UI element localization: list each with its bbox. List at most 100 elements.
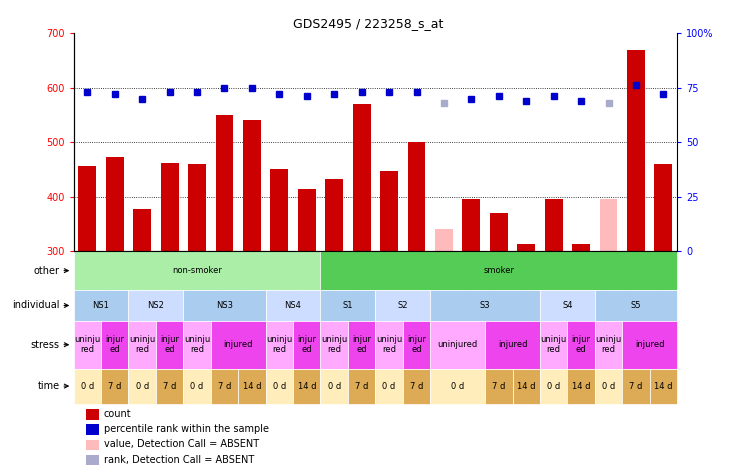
Bar	[85, 455, 99, 466]
Bar	[266, 369, 293, 403]
Text: NS3: NS3	[216, 301, 233, 310]
Text: 0 d: 0 d	[191, 382, 204, 391]
Text: injur
ed: injur ed	[352, 335, 371, 355]
Bar	[595, 321, 622, 369]
Bar	[74, 251, 320, 290]
Bar	[622, 321, 677, 369]
Bar	[517, 245, 535, 251]
Text: 14 d: 14 d	[297, 382, 316, 391]
Bar	[622, 369, 650, 403]
Bar	[595, 290, 677, 321]
Text: S5: S5	[631, 301, 641, 310]
Bar	[101, 369, 129, 403]
Bar	[431, 321, 485, 369]
Bar	[320, 369, 348, 403]
Bar	[320, 321, 348, 369]
Text: 0 d: 0 d	[547, 382, 560, 391]
Text: 7 d: 7 d	[410, 382, 423, 391]
Bar	[431, 369, 485, 403]
Text: 14 d: 14 d	[243, 382, 261, 391]
Text: S3: S3	[480, 301, 490, 310]
Bar	[79, 165, 96, 251]
Bar	[403, 321, 431, 369]
Text: NS1: NS1	[93, 301, 110, 310]
Bar	[540, 290, 595, 321]
Text: uninju
red: uninju red	[540, 335, 567, 355]
Bar	[293, 321, 320, 369]
Bar	[572, 245, 590, 251]
Text: uninju
red: uninju red	[74, 335, 100, 355]
Text: injured: injured	[635, 340, 665, 349]
Bar	[540, 369, 567, 403]
Bar	[129, 321, 156, 369]
Bar	[74, 321, 101, 369]
Text: NS2: NS2	[147, 301, 164, 310]
Text: 0 d: 0 d	[328, 382, 341, 391]
Text: uninju
red: uninju red	[376, 335, 402, 355]
Bar	[129, 290, 183, 321]
Bar	[266, 290, 320, 321]
Text: other: other	[34, 265, 60, 276]
Bar	[408, 142, 425, 251]
Bar	[403, 369, 431, 403]
Bar	[106, 157, 124, 251]
Bar	[210, 369, 238, 403]
Bar	[160, 163, 179, 251]
Text: count: count	[104, 409, 132, 419]
Bar	[375, 369, 403, 403]
Bar	[325, 179, 343, 251]
Text: 7 d: 7 d	[629, 382, 643, 391]
Text: S1: S1	[343, 301, 353, 310]
Bar	[183, 321, 210, 369]
Text: 14 d: 14 d	[572, 382, 590, 391]
Text: smoker: smoker	[484, 266, 514, 275]
Bar	[156, 369, 183, 403]
Bar	[490, 213, 508, 251]
Bar	[627, 49, 645, 251]
Bar	[85, 409, 99, 420]
Text: 0 d: 0 d	[135, 382, 149, 391]
Bar	[600, 199, 618, 251]
Text: S2: S2	[397, 301, 408, 310]
Text: injured: injured	[498, 340, 527, 349]
Text: injur
ed: injur ed	[160, 335, 179, 355]
Bar	[381, 171, 398, 251]
Bar	[512, 369, 540, 403]
Bar	[540, 321, 567, 369]
Bar	[348, 321, 375, 369]
Bar	[650, 369, 677, 403]
Bar	[243, 120, 261, 251]
Bar	[320, 251, 677, 290]
Text: injur
ed: injur ed	[572, 335, 590, 355]
Bar	[270, 169, 289, 251]
Bar	[183, 369, 210, 403]
Bar	[353, 104, 370, 251]
Text: injur
ed: injur ed	[105, 335, 124, 355]
Bar	[133, 209, 151, 251]
Text: 7 d: 7 d	[163, 382, 177, 391]
Text: 0 d: 0 d	[383, 382, 396, 391]
Bar	[238, 369, 266, 403]
Bar	[545, 199, 562, 251]
Text: 7 d: 7 d	[218, 382, 231, 391]
Text: uninjured: uninjured	[437, 340, 478, 349]
Bar	[129, 369, 156, 403]
Text: stress: stress	[31, 340, 60, 350]
Bar	[567, 321, 595, 369]
Bar	[183, 290, 266, 321]
Text: rank, Detection Call = ABSENT: rank, Detection Call = ABSENT	[104, 455, 254, 465]
Text: non-smoker: non-smoker	[172, 266, 222, 275]
Bar	[293, 369, 320, 403]
Bar	[74, 369, 101, 403]
Bar	[485, 321, 540, 369]
Bar	[654, 164, 672, 251]
Text: injured: injured	[224, 340, 253, 349]
Text: uninju
red: uninju red	[129, 335, 155, 355]
Text: individual: individual	[13, 301, 60, 310]
Text: S4: S4	[562, 301, 573, 310]
Bar	[348, 369, 375, 403]
Bar	[462, 199, 481, 251]
Text: injur
ed: injur ed	[297, 335, 316, 355]
Bar	[210, 321, 266, 369]
Bar	[298, 190, 316, 251]
